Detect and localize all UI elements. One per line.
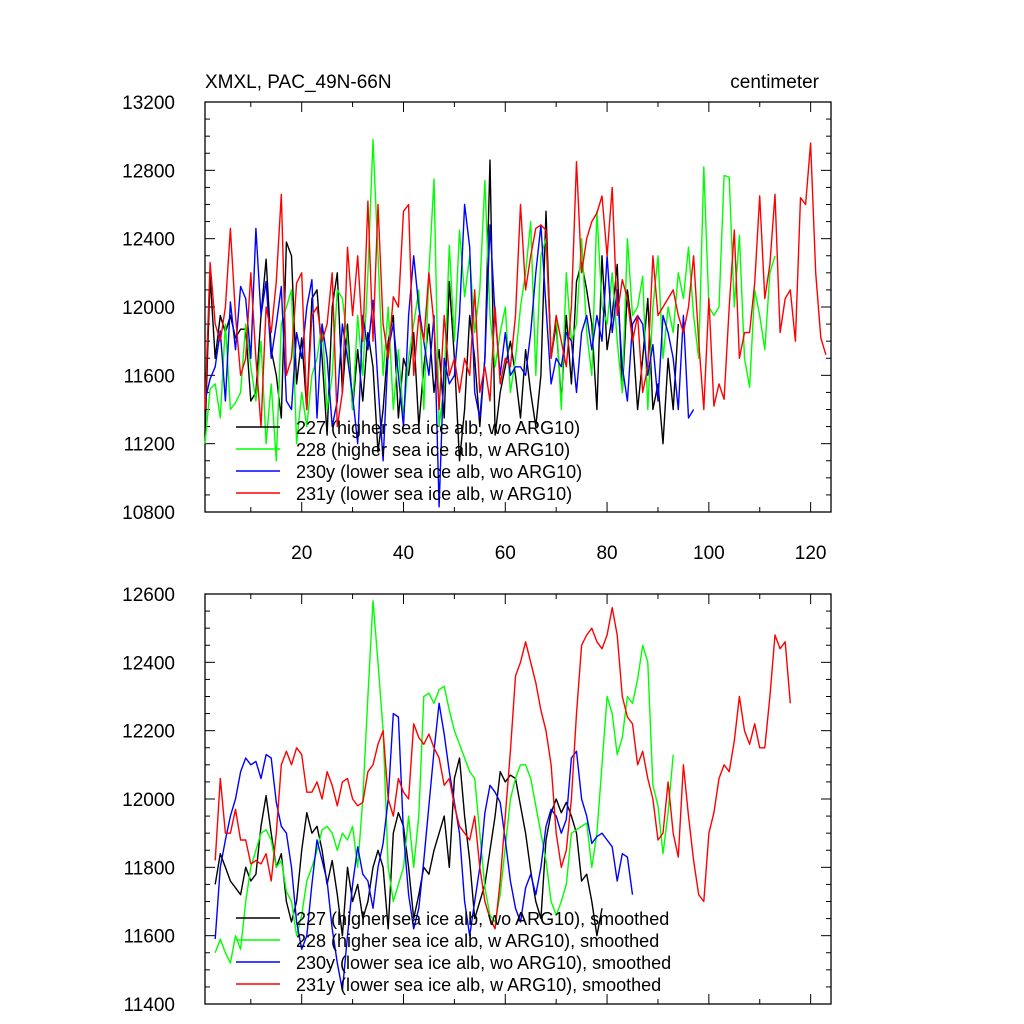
top-axes: 20 40 60 80 100 120 10800 11200 11600 12000 12400 1… [122,93,832,564]
top-panel: XMXL, PAC_49N-66N centimeter 20 40 60 80 100… [122,72,832,564]
bot-ytick-label: 12000 [122,790,175,811]
bot-legend-label-1: 228 (higher sea ice alb, w ARG10), smoot… [296,931,659,951]
top-ytick-label: 12400 [122,230,175,251]
top-legend-label-2: 230y (lower sea ice alb, wo ARG10) [296,462,582,482]
bot-ytick-label: 12600 [122,585,175,606]
chart-title: XMXL, PAC_49N-66N [205,72,392,93]
top-ytick-label: 10800 [122,503,175,524]
bot-legend-label-3: 231y (lower sea ice alb, w ARG10), smoot… [296,975,661,995]
top-series-lines [204,138,827,508]
bottom-legend: 227 (higher sea ice alb, wo ARG10), smoo… [236,909,671,995]
bot-ytick-label: 11400 [124,995,175,1016]
bot-legend-label-0: 227 (higher sea ice alb, wo ARG10), smoo… [296,909,669,929]
top-xtick-label: 80 [596,543,617,564]
top-ytick-label: 12000 [122,298,175,319]
top-series-line-3 [204,142,827,428]
top-ytick-label: 11200 [124,435,175,456]
top-legend: 227 (higher sea ice alb, wo ARG10)228 (h… [236,418,582,504]
bottom-panel: 11400 11600 11800 12000 12200 12400 12600 227 … [122,585,832,1016]
bot-ytick-label: 12200 [122,722,175,743]
bot-series-line-1 [214,600,674,964]
top-ytick-label: 11600 [124,366,175,387]
top-xtick-label: 60 [495,543,516,564]
bot-series-line-2 [214,702,634,991]
bot-ytick-label: 11600 [124,927,175,948]
top-legend-label-1: 228 (higher sea ice alb, w ARG10) [296,440,570,460]
top-series-line-1 [204,138,776,462]
bot-legend-label-2: 230y (lower sea ice alb, wo ARG10), smoo… [296,953,671,973]
top-xtick-label: 120 [795,543,827,564]
bottom-series-lines [214,600,791,991]
top-legend-label-0: 227 (higher sea ice alb, wo ARG10) [296,418,580,438]
top-series-line-2 [204,203,695,508]
bot-ytick-label: 12400 [122,653,175,674]
top-xtick-label: 20 [291,543,312,564]
top-legend-label-3: 231y (lower sea ice alb, w ARG10) [296,484,572,504]
bot-series-line-3 [214,607,791,930]
bot-series-line-0 [214,757,603,937]
bot-ytick-label: 11800 [124,858,175,879]
top-ytick-label: 12800 [122,161,175,182]
top-ytick-label: 13200 [122,93,175,114]
top-xtick-label: 100 [693,543,725,564]
bottom-axes: 11400 11600 11800 12000 12200 12400 12600 [122,585,832,1016]
top-xtick-label: 40 [393,543,414,564]
units-label: centimeter [730,72,819,93]
